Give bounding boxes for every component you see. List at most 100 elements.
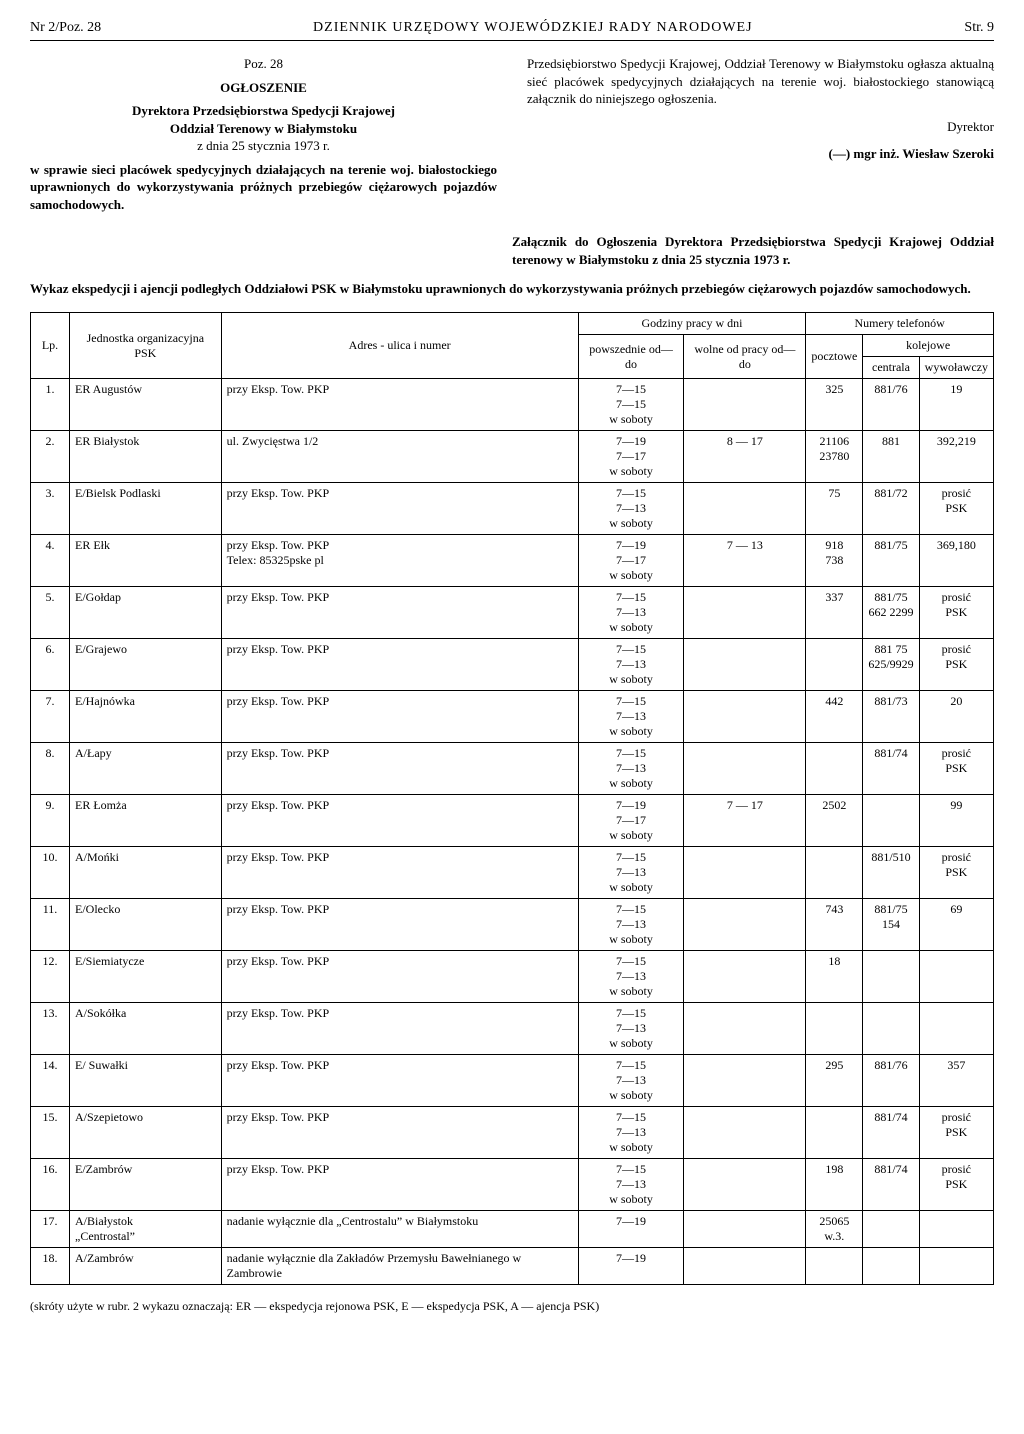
cell-pocztowe: 918 738 bbox=[806, 535, 863, 587]
cell-adres: przy Eksp. Tow. PKP bbox=[221, 743, 578, 795]
cell-centrala bbox=[863, 1211, 919, 1248]
cell-jednostka: E/Zambrów bbox=[70, 1159, 222, 1211]
th-godziny: Godziny pracy w dni bbox=[578, 313, 806, 335]
cell-powszednie: 7—15 7—13 w soboty bbox=[578, 1003, 684, 1055]
table-row: 17.A/Białystok „Centrostal”nadanie wyłąc… bbox=[31, 1211, 994, 1248]
cell-wolne bbox=[684, 587, 806, 639]
cell-jednostka: E/Siemiatycze bbox=[70, 951, 222, 1003]
cell-lp: 13. bbox=[31, 1003, 70, 1055]
cell-pocztowe bbox=[806, 847, 863, 899]
cell-lp: 14. bbox=[31, 1055, 70, 1107]
cell-adres: przy Eksp. Tow. PKP bbox=[221, 587, 578, 639]
cell-powszednie: 7—19 7—17 w soboty bbox=[578, 795, 684, 847]
table-row: 15.A/Szepietowoprzy Eksp. Tow. PKP7—15 7… bbox=[31, 1107, 994, 1159]
cell-centrala bbox=[863, 1248, 919, 1285]
cell-powszednie: 7—15 7—13 w soboty bbox=[578, 691, 684, 743]
cell-lp: 6. bbox=[31, 639, 70, 691]
cell-jednostka: E/Grajewo bbox=[70, 639, 222, 691]
cell-lp: 2. bbox=[31, 431, 70, 483]
cell-powszednie: 7—15 7—13 w soboty bbox=[578, 1055, 684, 1107]
cell-adres: przy Eksp. Tow. PKP bbox=[221, 639, 578, 691]
cell-pocztowe: 198 bbox=[806, 1159, 863, 1211]
th-kolejowe: kolejowe bbox=[863, 335, 994, 357]
table-row: 9.ER Łomżaprzy Eksp. Tow. PKP7—19 7—17 w… bbox=[31, 795, 994, 847]
cell-adres: przy Eksp. Tow. PKP bbox=[221, 1055, 578, 1107]
cell-wywolawczy bbox=[919, 1248, 993, 1285]
cell-centrala: 881/76 bbox=[863, 1055, 919, 1107]
cell-wywolawczy: 369,180 bbox=[919, 535, 993, 587]
cell-jednostka: E/Hajnówka bbox=[70, 691, 222, 743]
table-row: 8.A/Łapyprzy Eksp. Tow. PKP7—15 7—13 w s… bbox=[31, 743, 994, 795]
cell-powszednie: 7—15 7—13 w soboty bbox=[578, 1159, 684, 1211]
right-column: Przedsiębiorstwo Spedycji Krajowej, Oddz… bbox=[527, 55, 994, 213]
cell-centrala: 881/73 bbox=[863, 691, 919, 743]
cell-jednostka: ER Łomża bbox=[70, 795, 222, 847]
cell-powszednie: 7—19 7—17 w soboty bbox=[578, 535, 684, 587]
cell-adres: przy Eksp. Tow. PKP bbox=[221, 379, 578, 431]
cell-adres: nadanie wyłącznie dla Zakładów Przemysłu… bbox=[221, 1248, 578, 1285]
cell-wywolawczy: 392,219 bbox=[919, 431, 993, 483]
cell-lp: 18. bbox=[31, 1248, 70, 1285]
table-row: 11.E/Oleckoprzy Eksp. Tow. PKP7—15 7—13 … bbox=[31, 899, 994, 951]
cell-jednostka: A/Łapy bbox=[70, 743, 222, 795]
cell-wywolawczy: 99 bbox=[919, 795, 993, 847]
cell-powszednie: 7—15 7—13 w soboty bbox=[578, 483, 684, 535]
cell-lp: 16. bbox=[31, 1159, 70, 1211]
table-row: 10.A/Mońkiprzy Eksp. Tow. PKP7—15 7—13 w… bbox=[31, 847, 994, 899]
table-row: 2.ER Białystokul. Zwycięstwa 1/27—19 7—1… bbox=[31, 431, 994, 483]
cell-wolne bbox=[684, 483, 806, 535]
issuer-line1: Dyrektora Przedsiębiorstwa Spedycji Kraj… bbox=[132, 103, 395, 118]
poz-number: Poz. 28 bbox=[30, 55, 497, 73]
cell-pocztowe: 295 bbox=[806, 1055, 863, 1107]
cell-lp: 5. bbox=[31, 587, 70, 639]
cell-jednostka: A/Zambrów bbox=[70, 1248, 222, 1285]
cell-wolne bbox=[684, 1107, 806, 1159]
cell-pocztowe: 442 bbox=[806, 691, 863, 743]
cell-lp: 11. bbox=[31, 899, 70, 951]
header-center: DZIENNIK URZĘDOWY WOJEWÓDZKIEJ RADY NARO… bbox=[313, 20, 753, 36]
cell-pocztowe: 18 bbox=[806, 951, 863, 1003]
cell-centrala: 881/72 bbox=[863, 483, 919, 535]
cell-pocztowe bbox=[806, 743, 863, 795]
cell-wywolawczy: prosić PSK bbox=[919, 483, 993, 535]
cell-wolne bbox=[684, 951, 806, 1003]
th-wywolawczy: wywoławczy bbox=[919, 357, 993, 379]
table-row: 4.ER Ełkprzy Eksp. Tow. PKP Telex: 85325… bbox=[31, 535, 994, 587]
cell-wywolawczy: 20 bbox=[919, 691, 993, 743]
cell-centrala: 881/74 bbox=[863, 743, 919, 795]
cell-centrala bbox=[863, 795, 919, 847]
table-row: 12.E/Siemiatyczeprzy Eksp. Tow. PKP7—15 … bbox=[31, 951, 994, 1003]
cell-adres: przy Eksp. Tow. PKP Telex: 85325pske pl bbox=[221, 535, 578, 587]
cell-wolne bbox=[684, 1159, 806, 1211]
cell-lp: 8. bbox=[31, 743, 70, 795]
cell-powszednie: 7—15 7—13 w soboty bbox=[578, 743, 684, 795]
list-title: Wykaz ekspedycji i ajencji podległych Od… bbox=[30, 280, 994, 298]
announcement-title: OGŁOSZENIE bbox=[30, 79, 497, 97]
cell-pocztowe bbox=[806, 1248, 863, 1285]
cell-lp: 7. bbox=[31, 691, 70, 743]
cell-wolne: 7 — 17 bbox=[684, 795, 806, 847]
cell-jednostka: E/Bielsk Podlaski bbox=[70, 483, 222, 535]
cell-adres: przy Eksp. Tow. PKP bbox=[221, 691, 578, 743]
cell-lp: 3. bbox=[31, 483, 70, 535]
cell-wywolawczy: prosić PSK bbox=[919, 587, 993, 639]
issuer-line2: Oddział Terenowy w Białymstoku bbox=[170, 121, 357, 136]
th-pocztowe: pocztowe bbox=[806, 335, 863, 379]
cell-wolne bbox=[684, 1248, 806, 1285]
table-row: 16.E/Zambrówprzy Eksp. Tow. PKP7—15 7—13… bbox=[31, 1159, 994, 1211]
cell-lp: 15. bbox=[31, 1107, 70, 1159]
table-row: 5.E/Gołdapprzy Eksp. Tow. PKP7—15 7—13 w… bbox=[31, 587, 994, 639]
cell-lp: 10. bbox=[31, 847, 70, 899]
cell-lp: 12. bbox=[31, 951, 70, 1003]
cell-adres: przy Eksp. Tow. PKP bbox=[221, 1107, 578, 1159]
cell-centrala: 881/75 662 2299 bbox=[863, 587, 919, 639]
cell-wywolawczy: prosić PSK bbox=[919, 847, 993, 899]
cell-powszednie: 7—15 7—13 w soboty bbox=[578, 587, 684, 639]
right-body: Przedsiębiorstwo Spedycji Krajowej, Oddz… bbox=[527, 55, 994, 108]
cell-wywolawczy: 19 bbox=[919, 379, 993, 431]
cell-powszednie: 7—15 7—13 w soboty bbox=[578, 1107, 684, 1159]
cell-wywolawczy bbox=[919, 1211, 993, 1248]
cell-adres: przy Eksp. Tow. PKP bbox=[221, 795, 578, 847]
cell-jednostka: E/Gołdap bbox=[70, 587, 222, 639]
cell-powszednie: 7—15 7—13 w soboty bbox=[578, 899, 684, 951]
